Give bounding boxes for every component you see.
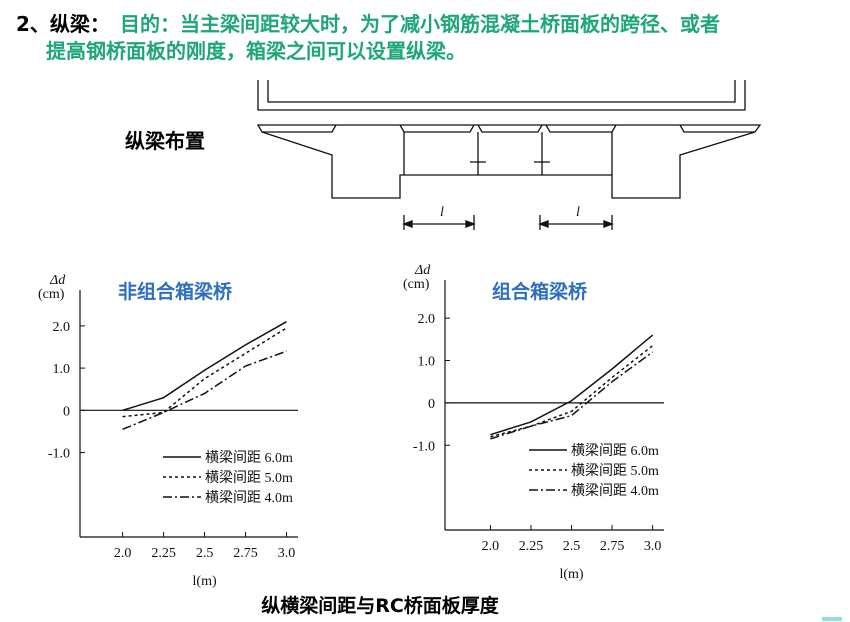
- series-line: [490, 334, 654, 436]
- heading-prefix: 2、纵梁：: [16, 12, 110, 36]
- y-unit: (cm): [403, 277, 430, 292]
- y-tick-label: 0: [428, 397, 435, 412]
- chart-title: 组合箱梁桥: [492, 280, 588, 303]
- y-tick-label: -1.0: [413, 439, 435, 454]
- span-label: l: [440, 205, 444, 220]
- x-label: l(m): [193, 574, 217, 589]
- x-tick-label: 3.0: [644, 539, 662, 554]
- legend-label: 横梁间距 5.0m: [205, 470, 293, 486]
- y-tick-label: 0: [63, 404, 70, 419]
- legend-label: 横梁间距 6.0m: [205, 450, 293, 466]
- x-tick-label: 2.75: [233, 546, 258, 561]
- legend-label: 横梁间距 5.0m: [571, 463, 659, 479]
- decoration: [822, 617, 842, 621]
- heading-line: 目的：当主梁间距较大时，为了减小钢筋混凝土桥面板的跨径、或者: [120, 12, 720, 36]
- y-unit: (cm): [38, 287, 65, 302]
- x-tick-label: 2.25: [519, 539, 544, 554]
- series-line: [490, 351, 654, 440]
- x-label: l(m): [559, 567, 583, 582]
- legend-label: 横梁间距 4.0m: [571, 483, 659, 499]
- y-tick-label: -1.0: [48, 447, 70, 462]
- y-tick-label: 2.0: [418, 312, 436, 327]
- y-label: Δd: [414, 263, 431, 278]
- series-line: [122, 350, 287, 431]
- series-line: [122, 327, 287, 418]
- y-tick-label: 1.0: [418, 355, 436, 370]
- series-line: [122, 321, 287, 412]
- diagram-label: 纵梁布置: [125, 129, 205, 153]
- x-tick-label: 2.0: [482, 539, 500, 554]
- x-tick-label: 2.5: [563, 539, 581, 554]
- span-label: l: [576, 205, 580, 220]
- series-line: [490, 345, 654, 438]
- x-tick-label: 2.0: [114, 546, 132, 561]
- caption: 纵横梁间距与RC桥面板厚度: [261, 594, 500, 617]
- legend-label: 横梁间距 4.0m: [205, 490, 293, 506]
- heading-line: 提高钢桥面板的刚度，箱梁之间可以设置纵梁。: [46, 39, 466, 63]
- legend-label: 横梁间距 6.0m: [571, 443, 659, 459]
- x-tick-label: 2.25: [151, 546, 176, 561]
- x-tick-label: 2.5: [196, 546, 214, 561]
- cross-section: [256, 80, 762, 230]
- y-label: Δd: [49, 273, 66, 288]
- y-tick-label: 2.0: [53, 320, 71, 335]
- chart-title: 非组合箱梁桥: [118, 280, 233, 303]
- y-tick-label: 1.0: [53, 362, 71, 377]
- x-tick-label: 2.75: [600, 539, 625, 554]
- x-tick-label: 3.0: [278, 546, 296, 561]
